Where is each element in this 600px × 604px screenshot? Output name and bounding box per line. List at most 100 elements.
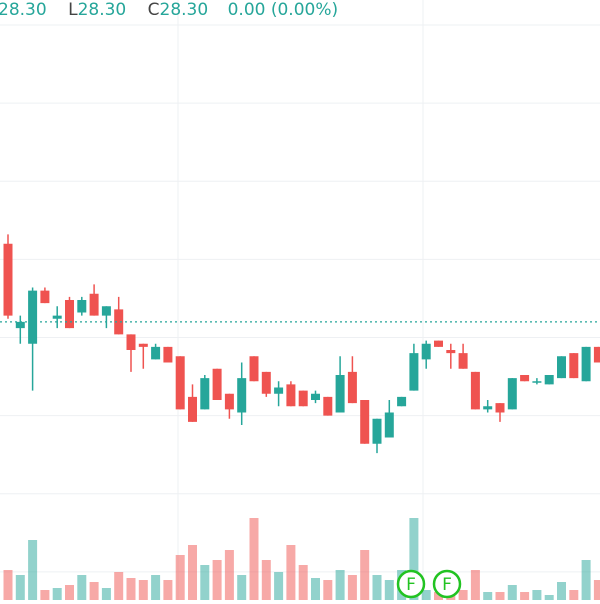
volume-bar — [544, 595, 554, 600]
candle-body — [569, 353, 579, 379]
candle-body — [397, 396, 407, 407]
candle-body — [163, 346, 173, 363]
candle-body — [286, 384, 296, 407]
volume-bar — [458, 590, 468, 600]
volume-bar — [323, 580, 333, 600]
candle-body — [175, 356, 185, 410]
candle-body — [384, 412, 394, 438]
candle-body — [40, 290, 50, 304]
candle-body — [311, 393, 320, 400]
volume-bar — [286, 545, 296, 600]
candle-body — [495, 403, 505, 413]
low-value: 28.30 — [78, 0, 127, 20]
candle-body — [470, 371, 480, 410]
event-circle — [396, 569, 426, 599]
change-value: 0.00 (0.00%) — [228, 0, 339, 20]
candle-body — [298, 390, 308, 407]
volume-bar — [520, 592, 530, 600]
event-label: F — [442, 575, 452, 595]
event-marker[interactable]: F — [432, 569, 462, 599]
close-label: C — [148, 0, 160, 20]
volume-bar — [372, 575, 382, 600]
candle-body — [114, 309, 124, 335]
candle-body — [458, 353, 468, 369]
volume-bar — [15, 575, 25, 600]
volume-bar — [298, 565, 308, 600]
candle-body — [372, 418, 382, 444]
volume-bar — [360, 550, 370, 600]
volume-bar — [89, 582, 99, 600]
candle-body — [89, 293, 99, 316]
candle-body — [507, 378, 517, 410]
volume-bar — [581, 560, 591, 600]
volume-bar — [237, 575, 247, 600]
candle-body — [261, 371, 271, 394]
candle-body — [274, 387, 284, 394]
volume-bar — [163, 580, 173, 600]
volume-bar — [384, 580, 394, 600]
candle-body — [557, 356, 566, 379]
volume-bar — [114, 572, 124, 600]
volume-bar — [77, 575, 87, 600]
volume-bar — [200, 565, 210, 600]
volume-bar — [470, 570, 480, 600]
candle-body — [446, 350, 456, 354]
candle-body — [28, 290, 38, 344]
close-value: 28.30 — [160, 0, 209, 20]
candle-body — [151, 346, 161, 360]
volume-bar — [126, 578, 136, 600]
volume-bar — [593, 580, 600, 600]
volume-bar — [65, 585, 74, 600]
volume-bar — [421, 590, 431, 600]
candle-body — [65, 300, 74, 329]
candle-body — [138, 343, 148, 347]
volume-bar — [557, 582, 566, 600]
volume-bar — [175, 555, 185, 600]
candle-body — [434, 340, 443, 347]
candle-body — [237, 378, 247, 413]
low-label: L — [68, 0, 78, 20]
volume-bar — [249, 518, 259, 600]
event-label: F — [406, 575, 416, 595]
volume-bar — [507, 585, 517, 600]
volume-bar — [311, 578, 320, 600]
candle-body — [188, 396, 197, 422]
ohlc-header: 28.30 L28.30 C28.30 0.00 (0.00%) — [0, 0, 338, 20]
volume-bar — [409, 518, 419, 600]
volume-bar — [101, 588, 111, 600]
candle-body — [581, 346, 591, 382]
candle-body — [3, 243, 13, 316]
volume-bar — [138, 580, 148, 600]
candle-body — [483, 406, 493, 410]
volume-bar — [335, 570, 345, 600]
candle-body — [347, 371, 357, 404]
volume-bar — [224, 550, 234, 600]
volume-bar — [495, 592, 505, 600]
candle-body — [421, 343, 431, 360]
volume-bar — [151, 575, 161, 600]
volume-bar — [532, 590, 542, 600]
volume-bar — [212, 560, 222, 600]
candle-body — [323, 396, 333, 416]
candle-body — [77, 300, 87, 313]
volume-bar — [188, 545, 197, 600]
volume-bar — [261, 560, 271, 600]
volume-bar — [274, 572, 284, 600]
volume-bar — [28, 540, 38, 600]
high-value: 28.30 — [0, 0, 47, 20]
candle-body — [200, 378, 210, 410]
volume-bar — [347, 575, 357, 600]
candle-body — [212, 368, 222, 400]
candle-body — [224, 393, 234, 410]
candle-body — [101, 306, 111, 316]
candle-body — [409, 353, 419, 391]
candle-body — [126, 334, 136, 350]
volume-bar — [3, 570, 13, 600]
candle-body — [593, 346, 600, 363]
candle-body — [544, 375, 554, 385]
volume-bar — [569, 590, 579, 600]
event-marker[interactable]: F — [396, 569, 426, 599]
candle-body — [360, 400, 370, 444]
